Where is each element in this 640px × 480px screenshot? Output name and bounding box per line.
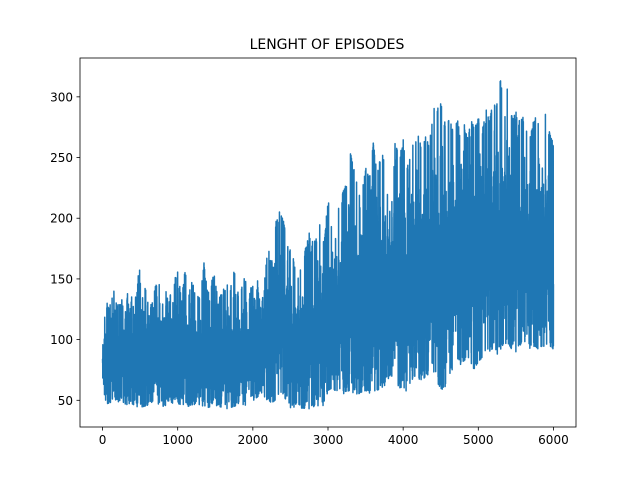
axes: 0 1000 2000 3000 4000 5000 6000 50 100 150 200 250 3… [50, 57, 577, 447]
y-tick-label: 50 [58, 394, 73, 408]
x-tick-label: 5000 [463, 433, 494, 447]
y-tick-label: 200 [50, 212, 73, 226]
y-tick-label: 150 [50, 272, 73, 286]
x-tick-label: 6000 [538, 433, 569, 447]
plot-area [101, 80, 555, 410]
y-tick-label: 300 [50, 90, 73, 104]
x-tick-label: 4000 [388, 433, 419, 447]
y-tick-label: 250 [50, 151, 73, 165]
episode-length-series-line [101, 80, 555, 410]
y-tick-label: 100 [50, 333, 73, 347]
x-tick-label: 3000 [313, 433, 344, 447]
x-tick-label: 1000 [162, 433, 193, 447]
chart-title: LENGHT OF EPISODES [250, 37, 405, 53]
x-tick-label: 2000 [238, 433, 269, 447]
x-tick-label: 0 [99, 433, 107, 447]
